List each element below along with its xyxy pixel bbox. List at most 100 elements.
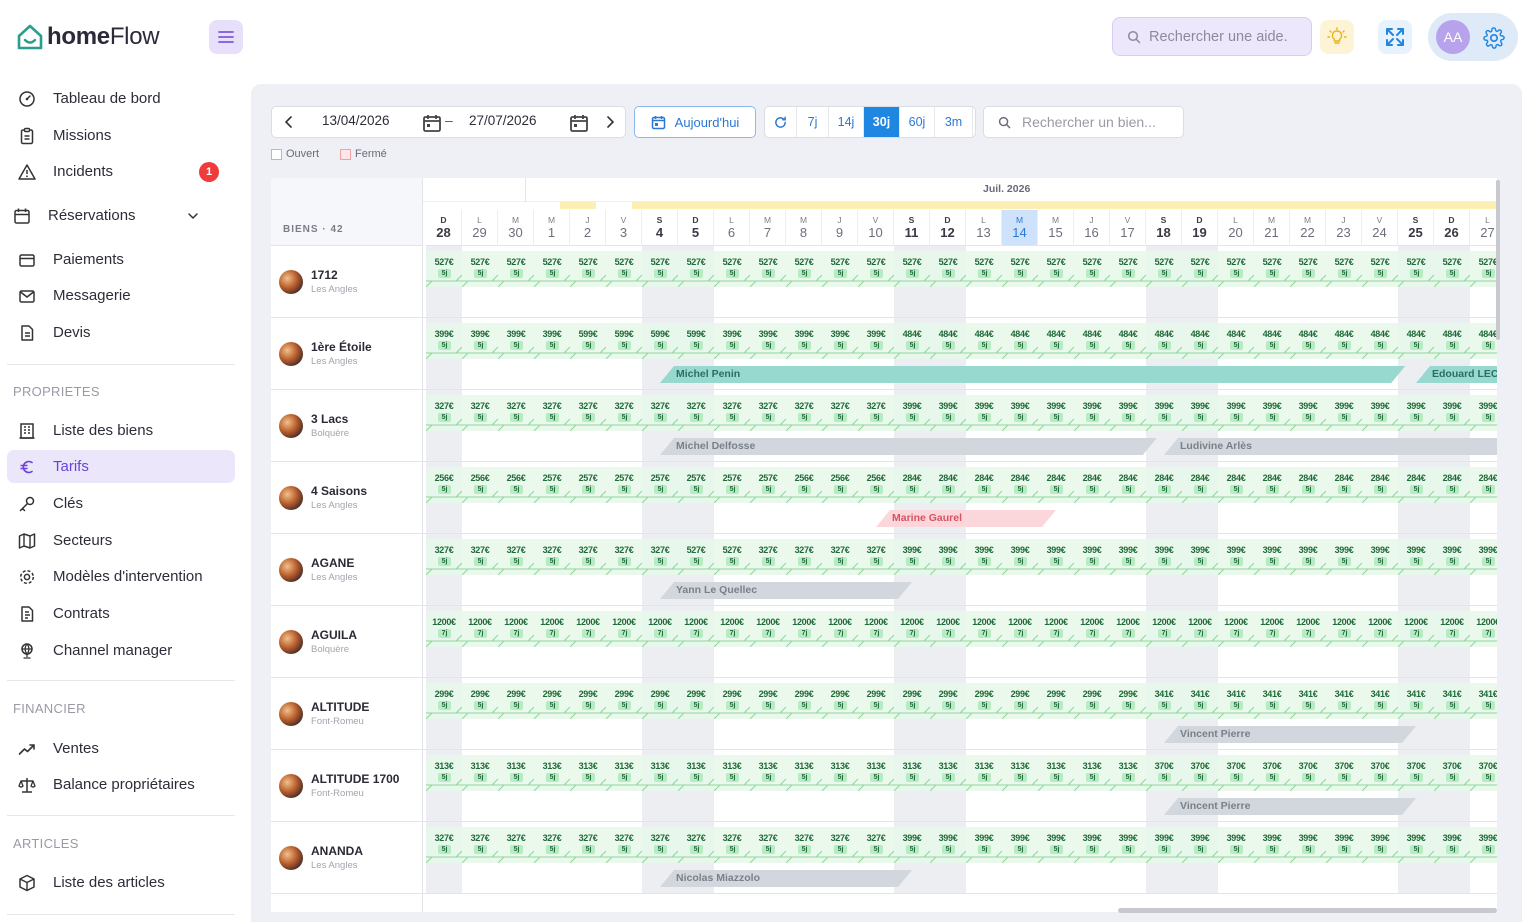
- price-cell[interactable]: 256€ 5j: [498, 467, 534, 503]
- price-cell[interactable]: 527€ 5j: [570, 251, 606, 287]
- price-cell[interactable]: 370€ 5j: [1398, 755, 1434, 791]
- property-name[interactable]: ALTITUDE: [311, 700, 370, 714]
- price-cell[interactable]: 284€ 5j: [1398, 467, 1434, 503]
- price-cell[interactable]: 284€ 5j: [1290, 467, 1326, 503]
- price-cell[interactable]: 313€ 5j: [606, 755, 642, 791]
- price-cell[interactable]: 370€ 5j: [1146, 755, 1182, 791]
- price-cell[interactable]: 299€ 5j: [822, 683, 858, 719]
- price-cell[interactable]: 1200€ 7j: [1290, 611, 1326, 647]
- property-thumbnail[interactable]: [279, 846, 303, 870]
- price-cell[interactable]: 327€ 5j: [498, 539, 534, 575]
- day-header[interactable]: S 18: [1146, 210, 1182, 246]
- price-cell[interactable]: 327€ 5j: [858, 395, 894, 431]
- price-cell[interactable]: 527€ 5j: [714, 539, 750, 575]
- price-cell[interactable]: 527€ 5j: [1146, 251, 1182, 287]
- price-cell[interactable]: 284€ 5j: [930, 467, 966, 503]
- price-cell[interactable]: 327€ 5j: [858, 827, 894, 863]
- price-cell[interactable]: 527€ 5j: [678, 251, 714, 287]
- price-cell[interactable]: 341€ 5j: [1146, 683, 1182, 719]
- price-cell[interactable]: 399€ 5j: [822, 323, 858, 359]
- price-cell[interactable]: 327€ 5j: [858, 539, 894, 575]
- price-cell[interactable]: 484€ 5j: [966, 323, 1002, 359]
- day-header[interactable]: D 12: [930, 210, 966, 246]
- price-cell[interactable]: 327€ 5j: [426, 827, 462, 863]
- price-cell[interactable]: 527€ 5j: [1038, 251, 1074, 287]
- sidebar-item-messagerie[interactable]: Messagerie: [7, 279, 235, 312]
- reservation-bar[interactable]: Marine Gaurel: [876, 510, 1056, 527]
- price-cell[interactable]: 327€ 5j: [786, 395, 822, 431]
- price-cell[interactable]: 284€ 5j: [1362, 467, 1398, 503]
- sidebar-item-missions[interactable]: Missions: [7, 119, 235, 152]
- price-cell[interactable]: 327€ 5j: [462, 827, 498, 863]
- day-header[interactable]: M 14: [1002, 210, 1038, 246]
- price-cell[interactable]: 313€ 5j: [1110, 755, 1146, 791]
- price-cell[interactable]: 527€ 5j: [966, 251, 1002, 287]
- price-cell[interactable]: 484€ 5j: [1362, 323, 1398, 359]
- price-cell[interactable]: 399€ 5j: [1074, 539, 1110, 575]
- price-cell[interactable]: 399€ 5j: [1434, 539, 1470, 575]
- sidebar-item-liste-des-articles[interactable]: Liste des articles: [7, 866, 235, 899]
- price-cell[interactable]: 1200€ 7j: [570, 611, 606, 647]
- price-cell[interactable]: 299€ 5j: [678, 683, 714, 719]
- price-cell[interactable]: 1200€ 7j: [426, 611, 462, 647]
- price-cell[interactable]: 370€ 5j: [1326, 755, 1362, 791]
- price-cell[interactable]: 299€ 5j: [858, 683, 894, 719]
- reservation-bar[interactable]: Vincent Pierre: [1164, 726, 1416, 743]
- price-cell[interactable]: 1200€ 7j: [1398, 611, 1434, 647]
- property-search-input[interactable]: Rechercher un bien...: [983, 106, 1184, 138]
- price-cell[interactable]: 527€ 5j: [462, 251, 498, 287]
- day-header[interactable]: M 21: [1254, 210, 1290, 246]
- price-cell[interactable]: 527€ 5j: [642, 251, 678, 287]
- price-cell[interactable]: 399€ 5j: [1182, 539, 1218, 575]
- price-cell[interactable]: 256€ 5j: [426, 467, 462, 503]
- price-cell[interactable]: 399€ 5j: [1470, 539, 1497, 575]
- price-cell[interactable]: 370€ 5j: [1470, 755, 1497, 791]
- price-cell[interactable]: 527€ 5j: [534, 251, 570, 287]
- price-cell[interactable]: 313€ 5j: [858, 755, 894, 791]
- price-cell[interactable]: 399€ 5j: [1362, 539, 1398, 575]
- price-cell[interactable]: 399€ 5j: [1290, 539, 1326, 575]
- range-button-60j[interactable]: 60j: [900, 107, 935, 137]
- price-cell[interactable]: 399€ 5j: [930, 395, 966, 431]
- price-cell[interactable]: 484€ 5j: [1254, 323, 1290, 359]
- day-header[interactable]: L 20: [1218, 210, 1254, 246]
- price-cell[interactable]: 527€ 5j: [786, 251, 822, 287]
- price-cell[interactable]: 1200€ 7j: [1470, 611, 1497, 647]
- price-cell[interactable]: 257€ 5j: [570, 467, 606, 503]
- price-cell[interactable]: 327€ 5j: [606, 395, 642, 431]
- reservation-bar[interactable]: Vincent Pierre: [1164, 798, 1416, 815]
- price-cell[interactable]: 399€ 5j: [966, 395, 1002, 431]
- price-cell[interactable]: 341€ 5j: [1470, 683, 1497, 719]
- price-cell[interactable]: 299€ 5j: [1038, 683, 1074, 719]
- price-cell[interactable]: 299€ 5j: [570, 683, 606, 719]
- price-cell[interactable]: 399€ 5j: [1254, 395, 1290, 431]
- price-cell[interactable]: 484€ 5j: [1182, 323, 1218, 359]
- price-cell[interactable]: 1200€ 7j: [1002, 611, 1038, 647]
- price-cell[interactable]: 341€ 5j: [1434, 683, 1470, 719]
- price-cell[interactable]: 327€ 5j: [570, 395, 606, 431]
- property-name[interactable]: AGUILA: [311, 628, 357, 642]
- sidebar-item-tarifs[interactable]: Tarifs: [7, 450, 235, 483]
- price-cell[interactable]: 299€ 5j: [462, 683, 498, 719]
- price-cell[interactable]: 399€ 5j: [498, 323, 534, 359]
- price-cell[interactable]: 399€ 5j: [858, 323, 894, 359]
- price-cell[interactable]: 1200€ 7j: [1434, 611, 1470, 647]
- price-cell[interactable]: 399€ 5j: [1398, 539, 1434, 575]
- price-cell[interactable]: 399€ 5j: [1002, 395, 1038, 431]
- price-cell[interactable]: 327€ 5j: [606, 827, 642, 863]
- price-cell[interactable]: 327€ 5j: [714, 395, 750, 431]
- price-cell[interactable]: 399€ 5j: [534, 323, 570, 359]
- price-cell[interactable]: 341€ 5j: [1218, 683, 1254, 719]
- price-cell[interactable]: 399€ 5j: [1218, 539, 1254, 575]
- price-cell[interactable]: 327€ 5j: [822, 395, 858, 431]
- price-cell[interactable]: 399€ 5j: [1038, 827, 1074, 863]
- price-cell[interactable]: 299€ 5j: [894, 683, 930, 719]
- price-cell[interactable]: 284€ 5j: [1074, 467, 1110, 503]
- property-thumbnail[interactable]: [279, 774, 303, 798]
- price-cell[interactable]: 299€ 5j: [606, 683, 642, 719]
- price-cell[interactable]: 399€ 5j: [1326, 395, 1362, 431]
- price-cell[interactable]: 313€ 5j: [570, 755, 606, 791]
- price-cell[interactable]: 399€ 5j: [1398, 395, 1434, 431]
